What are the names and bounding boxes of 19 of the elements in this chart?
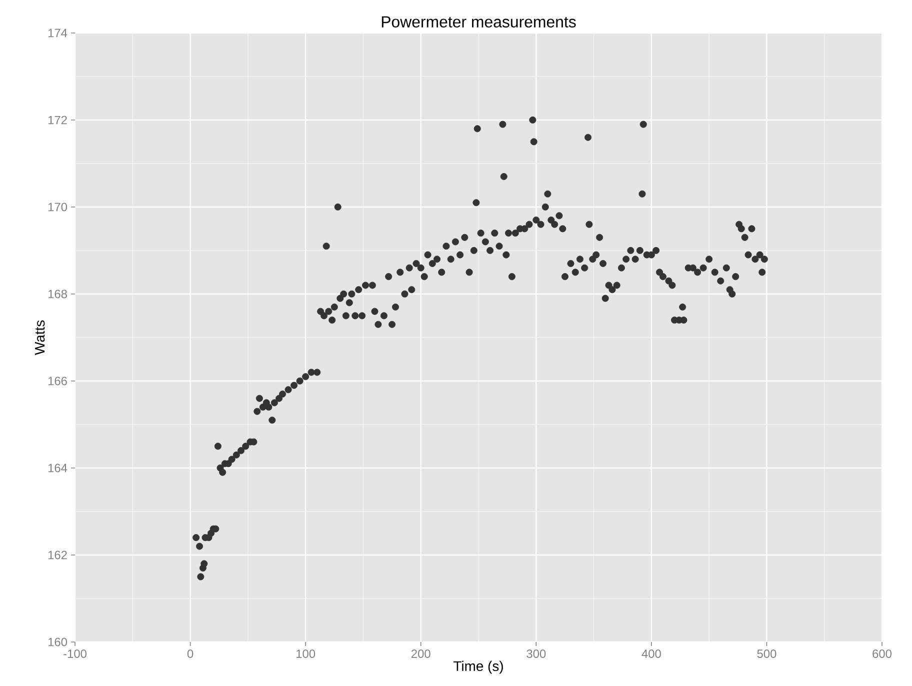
x-tick-label: 0 bbox=[187, 650, 194, 658]
y-tick-label: 164 bbox=[48, 464, 68, 472]
x-tick-label: -100 bbox=[64, 650, 87, 658]
y-tick-label: 162 bbox=[48, 550, 67, 560]
y-tick-label: 166 bbox=[48, 376, 67, 386]
x-tick-label: 100 bbox=[296, 650, 316, 658]
y-tick-label: 172 bbox=[48, 116, 67, 124]
y-tick-label: 170 bbox=[48, 202, 68, 212]
x-tick-label: 200 bbox=[411, 650, 430, 658]
chart-title: Powermeter measurements bbox=[382, 16, 576, 28]
y-axis-title: Watts bbox=[34, 320, 45, 355]
x-tick-label: 400 bbox=[642, 650, 661, 658]
x-tick-label: 300 bbox=[526, 650, 546, 658]
x-axis-title: Time (s) bbox=[454, 660, 503, 674]
y-tick-label: 168 bbox=[48, 290, 67, 298]
y-tick-label: 160 bbox=[48, 638, 68, 646]
y-tick-label: 174 bbox=[48, 28, 68, 38]
x-tick-label: 500 bbox=[757, 650, 776, 658]
x-tick-label: 600 bbox=[872, 650, 892, 658]
